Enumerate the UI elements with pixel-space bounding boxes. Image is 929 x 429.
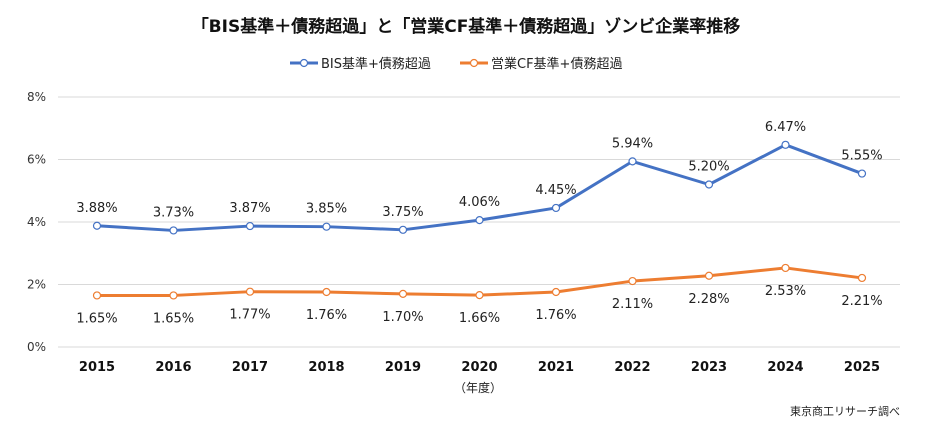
data-point	[322, 287, 331, 297]
data-point	[92, 291, 102, 300]
x-tick-label: 2016	[155, 360, 191, 375]
x-tick-label: 2020	[461, 360, 497, 375]
data-point	[398, 289, 408, 298]
legend-label: BIS基準+債務超過	[321, 56, 431, 72]
data-label: 1.77%	[229, 308, 270, 323]
x-axis-label: （年度）	[454, 380, 502, 395]
data-label: 6.47%	[765, 120, 806, 135]
grid: 0% 2% 4% 6% 8% 2015 2016 2017 2018 2019 2020 2021 20…	[27, 90, 900, 375]
data-label: 2.21%	[841, 294, 882, 309]
source-note: 東京商工リサーチ調べ	[790, 404, 900, 418]
x-tick-label: 2019	[385, 360, 421, 375]
data-label: 3.85%	[306, 202, 347, 217]
series-group: 3.88% 3.73% 3.87% 3.85% 3.75% 4.06% 4.45% 5.94%…	[76, 120, 882, 327]
x-tick-label: 2017	[232, 360, 268, 375]
data-point	[704, 271, 714, 280]
x-tick-label: 2025	[844, 360, 880, 375]
y-tick-label: 0%	[27, 340, 46, 354]
data-label: 3.73%	[153, 205, 194, 220]
x-tick-label: 2023	[691, 360, 727, 375]
y-tick-label: 6%	[27, 153, 46, 167]
y-tick-label: 8%	[27, 90, 46, 104]
data-label: 1.65%	[76, 311, 117, 326]
data-point	[704, 180, 714, 189]
data-point	[322, 222, 331, 231]
data-label: 4.45%	[535, 183, 576, 198]
data-point	[245, 287, 255, 296]
data-label: 3.87%	[229, 201, 270, 216]
data-point	[475, 291, 484, 300]
data-point	[628, 276, 637, 286]
data-point	[475, 216, 484, 225]
data-point	[628, 157, 637, 166]
data-point	[169, 291, 178, 300]
y-tick-label: 4%	[27, 215, 46, 229]
data-label: 3.75%	[382, 205, 423, 220]
data-label: 5.20%	[688, 160, 729, 175]
x-tick-label: 2021	[538, 360, 574, 375]
data-point	[245, 221, 255, 231]
data-point	[92, 221, 102, 230]
data-point	[857, 273, 867, 283]
legend-marker	[469, 58, 479, 68]
data-point	[169, 226, 178, 235]
chart-title: 「BIS基準＋債務超過」と「営業CF基準＋債務超過」ゾンビ企業率推移	[192, 16, 741, 37]
data-label: 4.06%	[459, 195, 500, 210]
data-point	[781, 263, 790, 273]
legend-label: 営業CF基準+債務超過	[491, 56, 622, 72]
data-point	[551, 203, 561, 213]
legend-marker	[299, 58, 309, 68]
data-label: 1.76%	[306, 308, 347, 323]
data-label: 1.76%	[535, 308, 576, 323]
data-label: 1.65%	[153, 311, 194, 326]
data-label: 3.88%	[76, 201, 117, 216]
x-tick-label: 2015	[79, 360, 115, 375]
data-point	[781, 140, 790, 149]
data-point	[551, 287, 561, 297]
data-label: 5.55%	[841, 149, 882, 164]
x-tick-label: 2018	[308, 360, 344, 375]
data-label: 1.66%	[459, 311, 500, 326]
y-tick-label: 2%	[27, 278, 46, 292]
data-point	[398, 225, 408, 234]
data-point	[857, 169, 867, 178]
legend: BIS基準+債務超過 営業CF基準+債務超過	[290, 56, 622, 72]
x-tick-label: 2024	[767, 360, 803, 375]
x-tick-label: 2022	[614, 360, 650, 375]
data-label: 1.70%	[382, 310, 423, 325]
data-label: 2.53%	[765, 284, 806, 299]
data-label: 5.94%	[612, 136, 653, 151]
data-label: 2.11%	[612, 297, 653, 312]
data-label: 2.28%	[688, 292, 729, 307]
